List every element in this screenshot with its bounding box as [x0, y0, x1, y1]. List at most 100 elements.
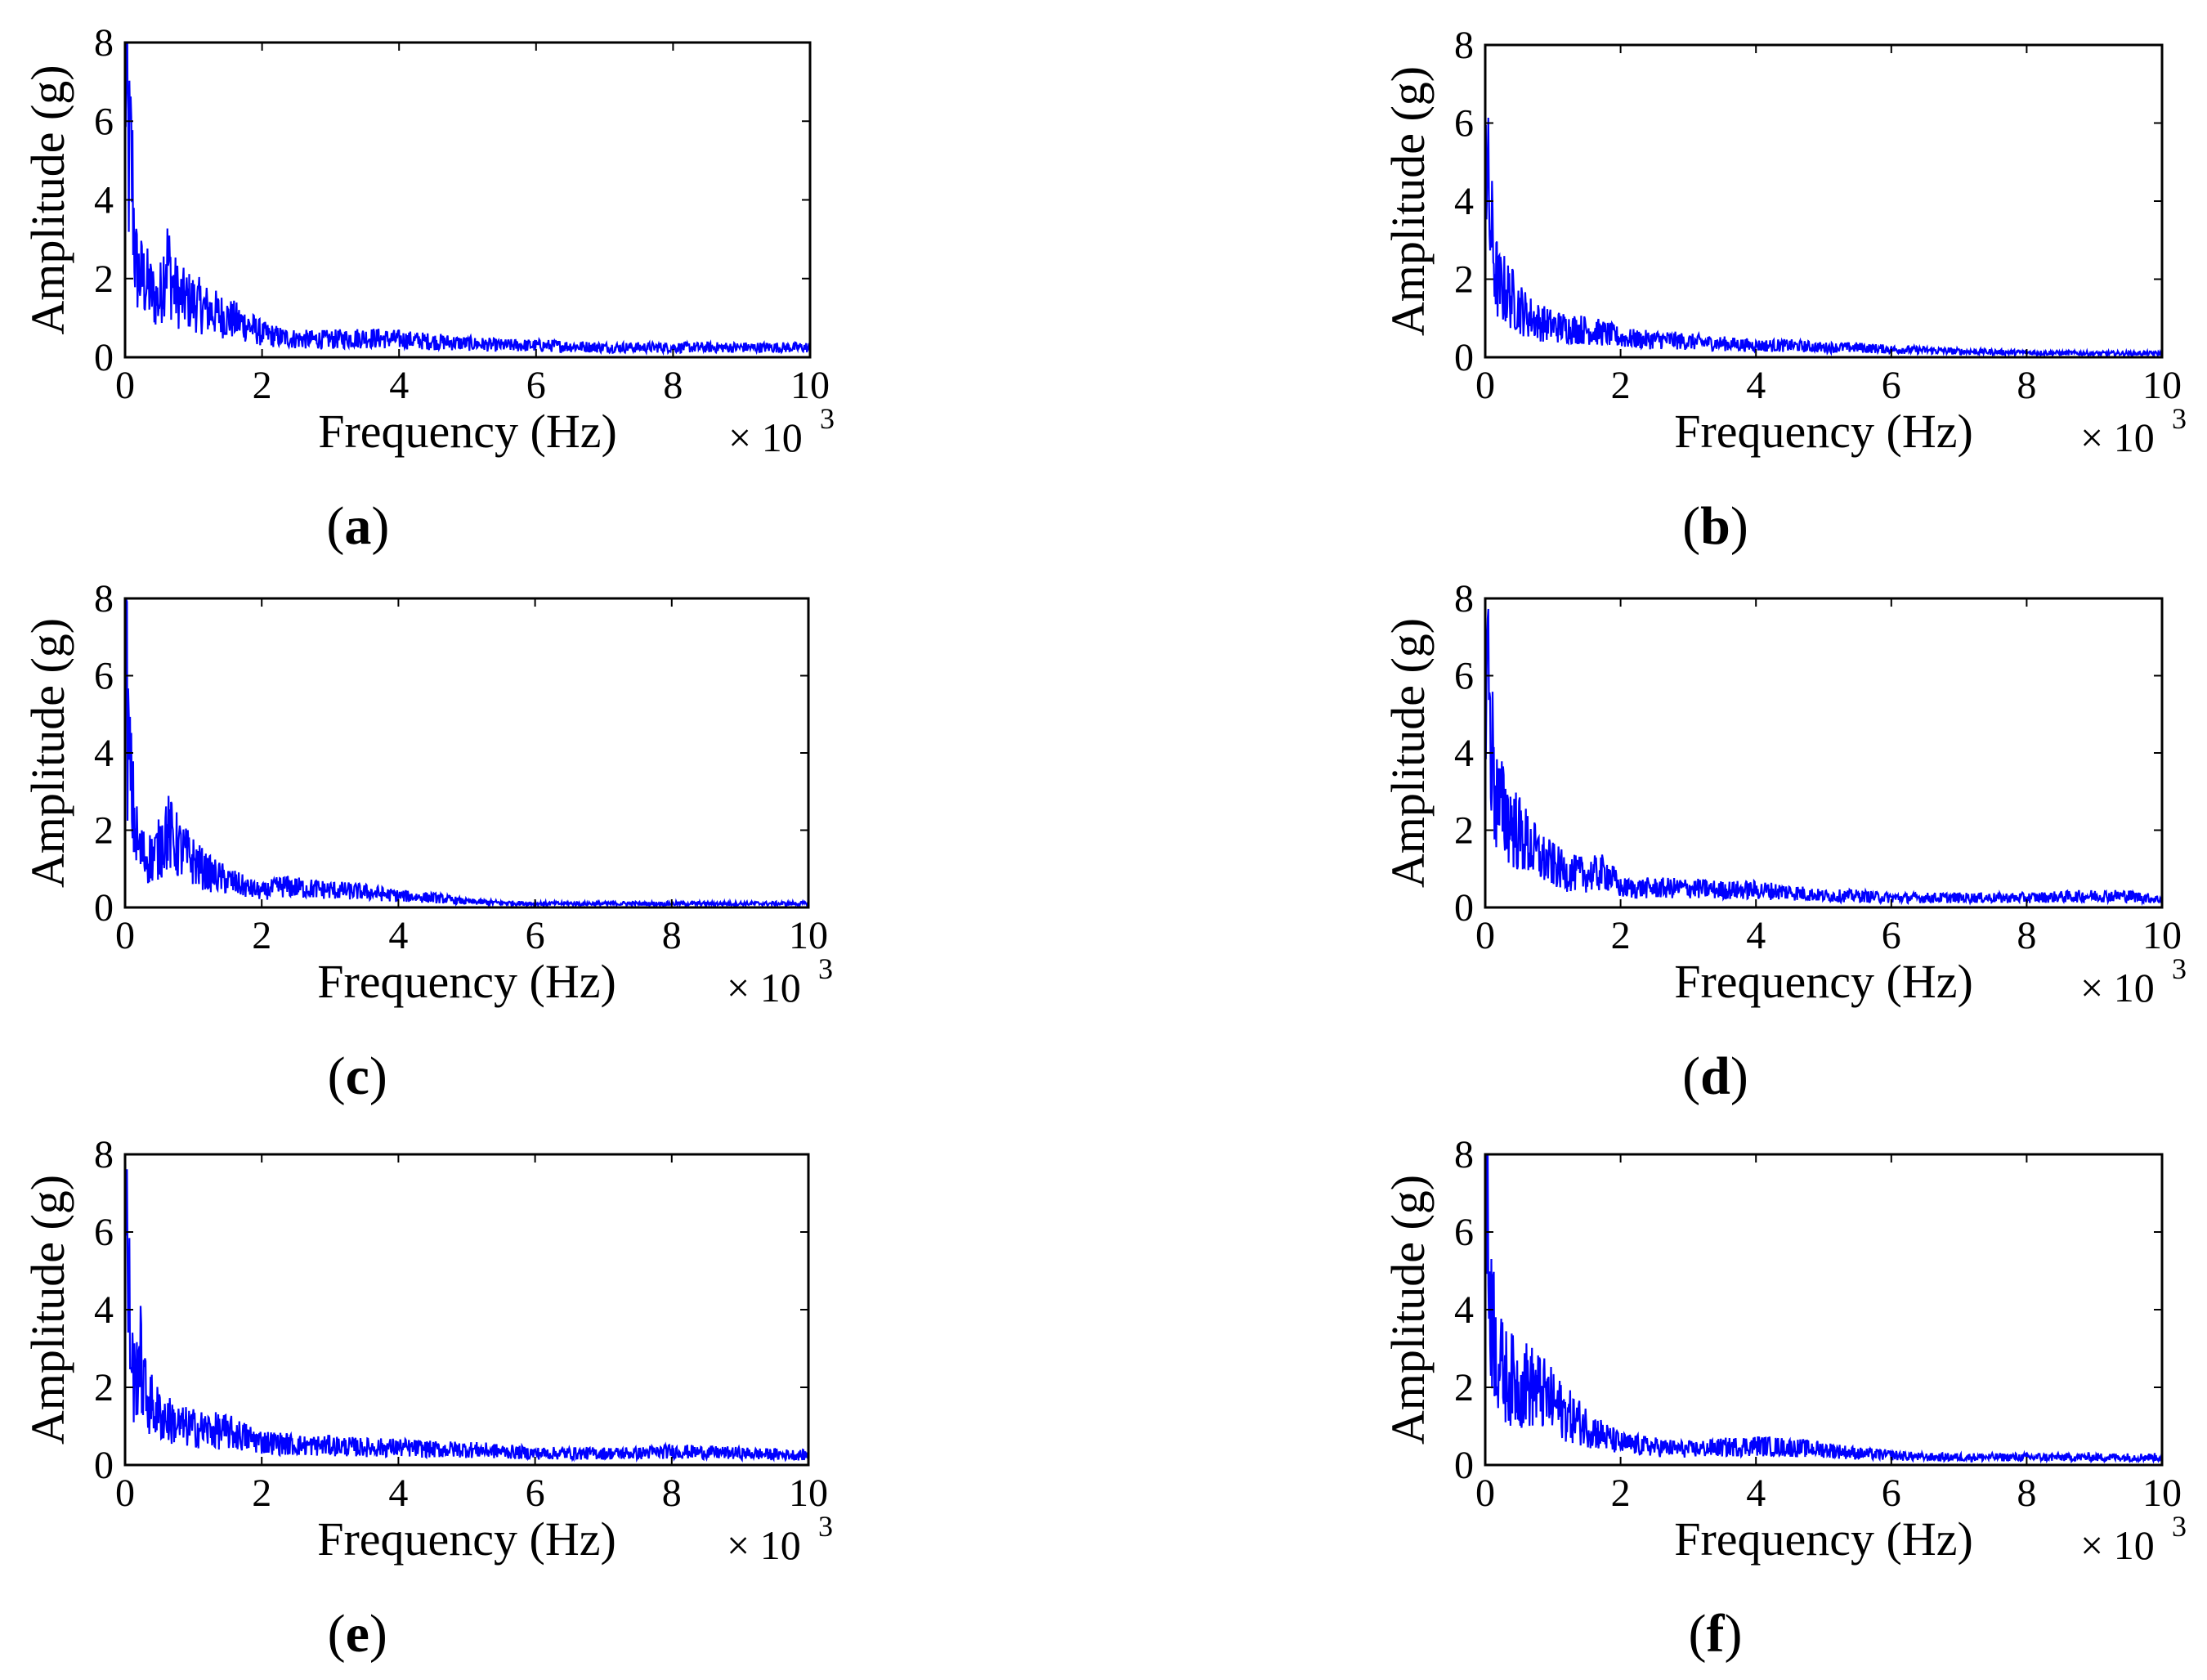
x-tick-label: 0 [1475, 364, 1495, 407]
y-tick-label: 2 [1454, 809, 1474, 853]
y-tick-label: 0 [94, 336, 114, 379]
y-axis-title: Amplitude (g) [21, 65, 74, 334]
x-multiplier: × 10 [2080, 414, 2155, 460]
chart-panel-f: 0 2 4 6 8 10 0 2 4 6 8 Frequency (Hz) × 10 3 Amplitude… [1381, 1133, 2187, 1664]
x-axis-title: Frequency (Hz) [317, 1512, 616, 1566]
y-tick-label: 2 [94, 809, 114, 853]
y-tick-label: 2 [94, 258, 114, 301]
y-tick-label: 4 [94, 732, 114, 775]
panel-caption-letter: d [1700, 1046, 1730, 1106]
series-line-spectrum [125, 1154, 808, 1463]
y-tick-label: 8 [1454, 577, 1474, 620]
x-multiplier-exponent: 3 [2172, 1510, 2187, 1543]
panel-caption-letter: f [1707, 1604, 1726, 1664]
x-multiplier: × 10 [727, 965, 801, 1010]
chart-panel-a: 0 2 4 6 8 10 0 2 4 6 8 Frequency (Hz) × 10 3 Amplitude… [21, 21, 835, 556]
x-multiplier-exponent: 3 [818, 1510, 833, 1543]
y-tick-label: 6 [94, 1211, 114, 1254]
series-line-spectrum [1485, 598, 2162, 907]
x-tick-label: 8 [662, 1472, 682, 1515]
y-tick-label: 4 [94, 179, 114, 222]
y-tick-label: 4 [1454, 732, 1474, 775]
x-tick-label: 4 [1746, 1472, 1766, 1515]
y-tick-label: 4 [94, 1288, 114, 1332]
x-tick-label: 4 [1746, 364, 1766, 407]
series-line-spectrum [125, 43, 810, 356]
chart-panel-d: 0 2 4 6 8 10 0 2 4 6 8 Frequency (Hz) × 10 3 Amplitude… [1381, 577, 2187, 1106]
x-tick-label: 10 [789, 1472, 828, 1515]
x-axis-title: Frequency (Hz) [1674, 1512, 1973, 1566]
y-tick-label: 0 [94, 1444, 114, 1487]
panel-caption: (b) [1682, 496, 1748, 556]
y-tick-label: 8 [94, 577, 114, 620]
x-tick-label: 10 [790, 364, 830, 407]
x-multiplier: × 10 [2080, 1522, 2155, 1568]
y-tick-label: 8 [94, 1133, 114, 1176]
x-tick-label: 2 [1611, 1472, 1631, 1515]
y-tick-label: 0 [1454, 1444, 1474, 1487]
y-tick-label: 6 [1454, 1211, 1474, 1254]
x-tick-label: 2 [1611, 364, 1631, 407]
y-tick-label: 0 [1454, 336, 1474, 379]
x-tick-label: 4 [388, 914, 408, 957]
x-tick-label: 0 [115, 1472, 135, 1515]
y-tick-label: 6 [1454, 102, 1474, 146]
x-tick-label: 0 [1475, 914, 1495, 957]
x-tick-label: 10 [789, 914, 828, 957]
x-tick-label: 6 [526, 364, 546, 407]
x-axis-title: Frequency (Hz) [1674, 955, 1973, 1008]
x-tick-label: 4 [388, 1472, 408, 1515]
x-multiplier-exponent: 3 [820, 402, 835, 435]
y-tick-label: 2 [94, 1366, 114, 1409]
y-tick-label: 0 [1454, 886, 1474, 930]
chart-panel-c: 0 2 4 6 8 10 0 2 4 6 8 Frequency (Hz) × 10 3 Amplitude… [21, 577, 833, 1106]
y-tick-label: 8 [1454, 24, 1474, 67]
x-tick-label: 10 [2142, 914, 2182, 957]
x-tick-label: 4 [389, 364, 409, 407]
x-tick-label: 6 [1882, 364, 1901, 407]
panel-caption: (e) [328, 1604, 387, 1664]
axes-frame [123, 597, 810, 909]
series-line-spectrum [1485, 1154, 2162, 1464]
x-tick-label: 6 [526, 914, 545, 957]
x-multiplier: × 10 [2080, 965, 2155, 1010]
series-line-spectrum [125, 598, 808, 907]
y-axis-title: Amplitude (g) [21, 618, 74, 888]
y-axis-title: Amplitude (g) [21, 1175, 74, 1445]
x-tick-label: 8 [663, 364, 683, 407]
series-line-spectrum [1485, 117, 2162, 357]
x-tick-label: 10 [2142, 1472, 2182, 1515]
chart-panel-e: 0 2 4 6 8 10 0 2 4 6 8 Frequency (Hz) × 10 3 Amplitude… [21, 1133, 833, 1664]
x-axis-title: Frequency (Hz) [317, 955, 616, 1008]
x-tick-label: 8 [662, 914, 682, 957]
axes-frame [1484, 43, 2164, 359]
x-tick-label: 6 [1882, 1472, 1901, 1515]
x-tick-label: 8 [2017, 1472, 2036, 1515]
x-multiplier-exponent: 3 [2172, 402, 2187, 435]
x-tick-label: 6 [526, 1472, 545, 1515]
x-multiplier: × 10 [728, 414, 803, 460]
y-tick-label: 0 [94, 886, 114, 930]
x-tick-label: 2 [252, 1472, 271, 1515]
panel-caption-letter: a [344, 496, 371, 556]
y-tick-label: 8 [94, 21, 114, 65]
y-axis-title: Amplitude (g) [1381, 66, 1435, 336]
panel-caption-letter: c [346, 1046, 369, 1106]
x-multiplier-exponent: 3 [2172, 952, 2187, 985]
x-tick-label: 0 [115, 914, 135, 957]
x-tick-label: 2 [253, 364, 272, 407]
panel-caption: (d) [1682, 1046, 1748, 1106]
panel-caption: (f) [1689, 1604, 1743, 1664]
y-tick-label: 4 [1454, 1288, 1474, 1332]
y-axis-title: Amplitude (g) [1381, 618, 1435, 888]
panel-caption-letter: e [346, 1604, 369, 1664]
x-tick-label: 6 [1882, 914, 1901, 957]
panel-caption: (c) [328, 1046, 387, 1106]
x-tick-label: 8 [2017, 914, 2036, 957]
x-tick-label: 4 [1746, 914, 1766, 957]
x-tick-label: 8 [2017, 364, 2036, 407]
y-axis-title: Amplitude (g) [1381, 1175, 1435, 1445]
y-tick-label: 8 [1454, 1133, 1474, 1176]
x-axis-title: Frequency (Hz) [318, 405, 617, 458]
